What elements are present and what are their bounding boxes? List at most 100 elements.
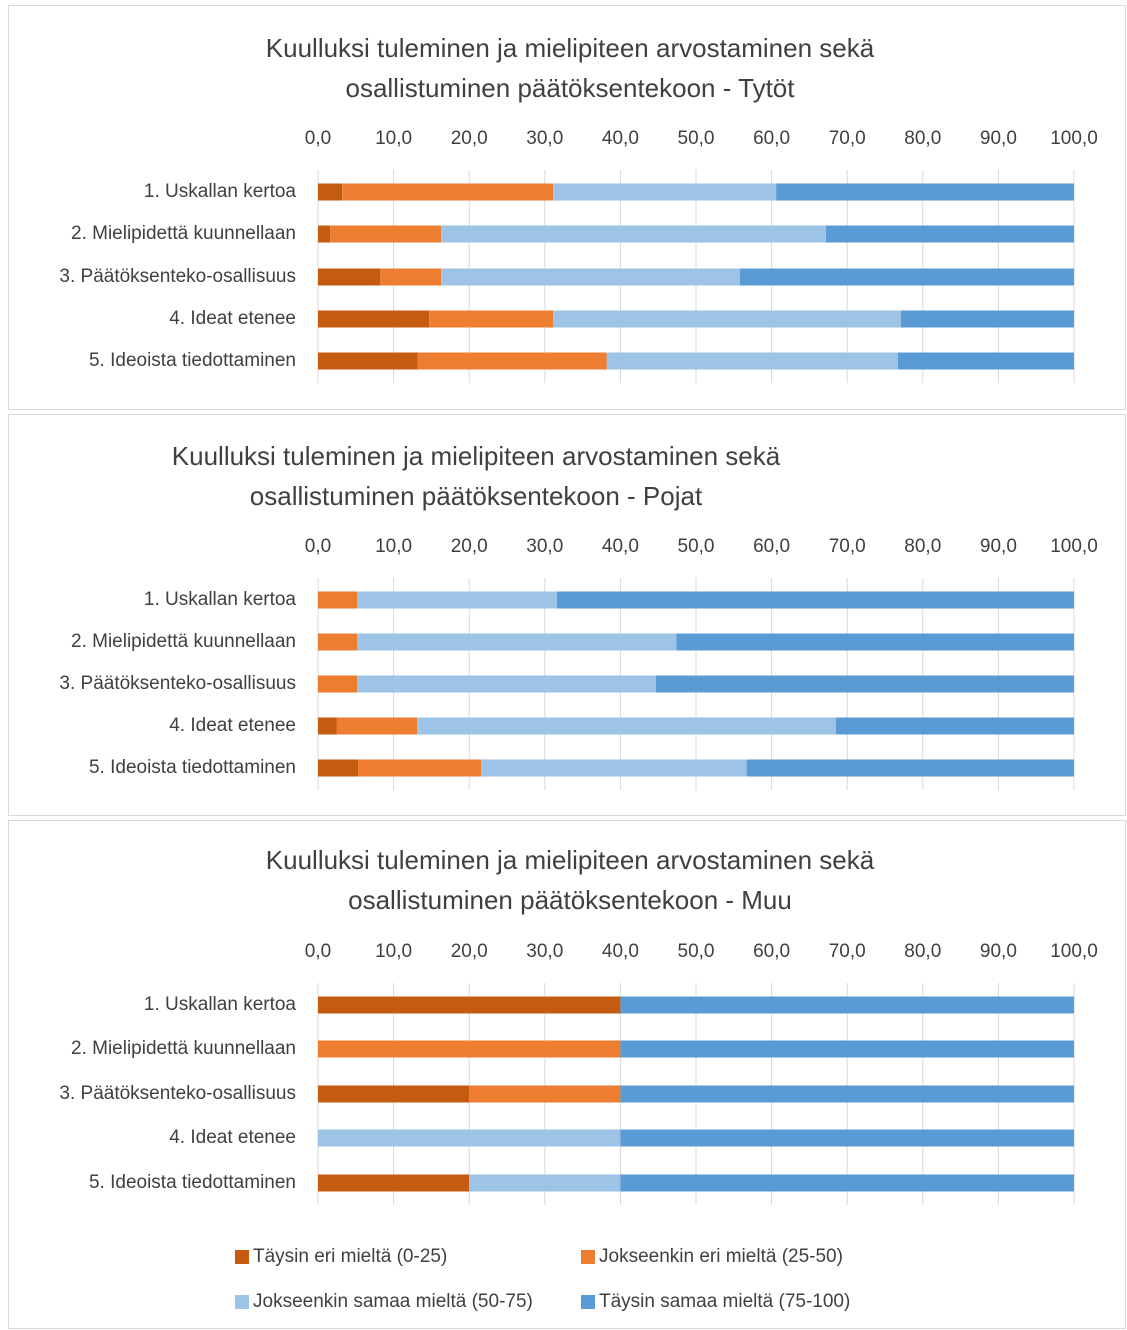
bar-segment (481, 759, 747, 777)
bar-segment (620, 1174, 1074, 1192)
bar-segment (318, 1174, 470, 1192)
bar-segment (620, 1040, 1074, 1058)
bar-segment (379, 268, 442, 286)
x-tick-label: 80,0 (904, 941, 941, 962)
bar-segment (318, 633, 358, 651)
x-tick-label: 0,0 (305, 941, 331, 962)
bar-segment (739, 268, 1074, 286)
bar-segment (318, 352, 418, 370)
bar-segment (318, 225, 331, 243)
bar-segment (330, 225, 442, 243)
bar-segment (441, 225, 827, 243)
bar-segment (835, 717, 1074, 735)
y-tick-label: 1. Uskallan kertoa (144, 181, 297, 202)
x-tick-label: 30,0 (526, 536, 563, 557)
y-tick-label: 4. Ideat etenee (169, 308, 296, 329)
bar-segment (357, 591, 557, 609)
bar-segment (336, 717, 418, 735)
x-tick-label: 20,0 (451, 536, 488, 557)
panel-border (8, 5, 1126, 410)
bar-segment (318, 268, 380, 286)
bar-segment (776, 183, 1074, 201)
bar-segment (318, 1085, 470, 1103)
legend-label: Täysin eri mieltä (0-25) (253, 1246, 447, 1267)
bar-segment (318, 310, 430, 328)
x-tick-label: 40,0 (602, 128, 639, 149)
bar-segment (553, 310, 901, 328)
x-tick-label: 20,0 (451, 128, 488, 149)
x-tick-label: 40,0 (602, 536, 639, 557)
bar-segment (318, 1129, 621, 1147)
bar-segment (556, 591, 1074, 609)
bar-segment (318, 717, 337, 735)
bar-segment (357, 675, 656, 693)
bar-segment (746, 759, 1074, 777)
bar-segment (606, 352, 898, 370)
x-tick-label: 0,0 (305, 536, 331, 557)
bar-segment (429, 310, 554, 328)
x-tick-label: 40,0 (602, 941, 639, 962)
x-tick-label: 50,0 (678, 128, 715, 149)
x-tick-label: 90,0 (980, 128, 1017, 149)
y-tick-label: 2. Mielipidettä kuunnellaan (71, 1038, 296, 1059)
chart-title: Kuulluksi tuleminen ja mielipiteen arvos… (171, 441, 781, 511)
y-tick-label: 5. Ideoista tiedottaminen (89, 350, 296, 371)
x-tick-label: 70,0 (829, 941, 866, 962)
bar-segment (417, 717, 836, 735)
legend-label: Täysin samaa mieltä (75-100) (599, 1291, 850, 1312)
legend-swatch (581, 1295, 595, 1309)
x-tick-label: 50,0 (678, 536, 715, 557)
bar-segment (318, 759, 359, 777)
bar-segment (553, 183, 777, 201)
x-tick-label: 10,0 (375, 128, 412, 149)
x-tick-label: 60,0 (753, 536, 790, 557)
x-tick-label: 80,0 (904, 536, 941, 557)
x-tick-label: 60,0 (753, 941, 790, 962)
chart-title: Kuulluksi tuleminen ja mielipiteen arvos… (265, 845, 875, 915)
x-tick-label: 90,0 (980, 536, 1017, 557)
x-tick-label: 90,0 (980, 941, 1017, 962)
x-tick-label: 80,0 (904, 128, 941, 149)
x-tick-label: 50,0 (678, 941, 715, 962)
y-tick-label: 3. Päätöksenteko-osallisuus (59, 673, 296, 694)
legend-label: Jokseenkin eri mieltä (25-50) (599, 1246, 843, 1267)
bar-segment (676, 633, 1074, 651)
y-tick-label: 5. Ideoista tiedottaminen (89, 757, 296, 778)
bar-segment (318, 996, 621, 1014)
bar-segment (469, 1085, 621, 1103)
x-tick-label: 60,0 (753, 128, 790, 149)
legend-label: Jokseenkin samaa mieltä (50-75) (253, 1291, 533, 1312)
panel-border (8, 414, 1126, 816)
y-tick-label: 5. Ideoista tiedottaminen (89, 1172, 296, 1193)
bar-segment (441, 268, 740, 286)
x-tick-label: 10,0 (375, 536, 412, 557)
bar-segment (417, 352, 607, 370)
legend-swatch (235, 1250, 249, 1264)
x-tick-label: 10,0 (375, 941, 412, 962)
x-tick-label: 30,0 (526, 128, 563, 149)
y-tick-label: 4. Ideat etenee (169, 1127, 296, 1148)
bar-segment (897, 352, 1074, 370)
legend-swatch (581, 1250, 595, 1264)
bar-segment (620, 1129, 1074, 1147)
y-tick-label: 2. Mielipidettä kuunnellaan (71, 223, 296, 244)
bar-segment (655, 675, 1074, 693)
panel-border (8, 820, 1126, 1329)
y-tick-label: 3. Päätöksenteko-osallisuus (59, 1083, 296, 1104)
x-tick-label: 70,0 (829, 536, 866, 557)
x-tick-label: 20,0 (451, 941, 488, 962)
y-tick-label: 4. Ideat etenee (169, 715, 296, 736)
x-tick-label: 30,0 (526, 941, 563, 962)
bar-segment (318, 591, 358, 609)
x-tick-label: 0,0 (305, 128, 331, 149)
bar-segment (826, 225, 1074, 243)
bar-segment (469, 1174, 621, 1192)
x-tick-label: 100,0 (1050, 941, 1098, 962)
bar-segment (620, 1085, 1074, 1103)
bar-segment (318, 675, 358, 693)
x-tick-label: 70,0 (829, 128, 866, 149)
y-tick-label: 3. Päätöksenteko-osallisuus (59, 266, 296, 287)
bar-segment (318, 183, 343, 201)
